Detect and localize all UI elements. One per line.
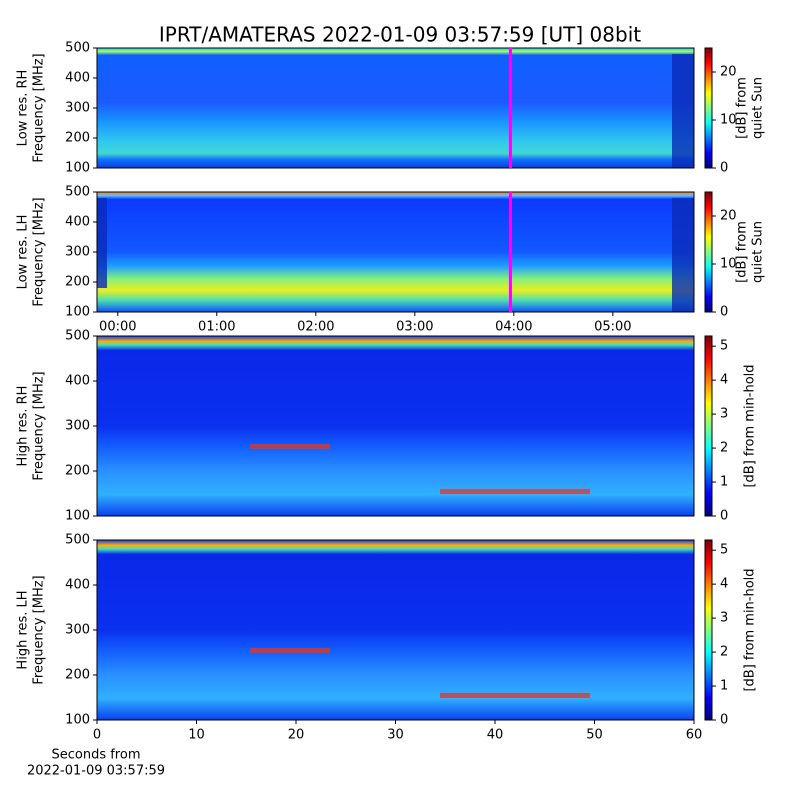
colorbar-label: quiet Sun	[751, 221, 766, 283]
colorbar-tick-label: 20	[720, 209, 737, 224]
y-axis-label: High res. LH	[16, 590, 31, 669]
colorbar-tick-label: 20	[720, 65, 737, 80]
x-tick-label: 50	[586, 728, 603, 743]
y-tick-label: 100	[65, 509, 90, 524]
y-tick-label: 300	[65, 245, 90, 260]
colorbar-tick-label: 4	[720, 373, 728, 388]
spectrogram	[97, 48, 694, 168]
colorbar-tick-label: 1	[720, 475, 728, 490]
y-axis-label: Frequency [MHz]	[32, 575, 47, 684]
spectrogram	[97, 540, 694, 720]
y-tick-label: 100	[65, 305, 90, 320]
spectrogram	[97, 192, 694, 312]
y-axis-label: Frequency [MHz]	[32, 53, 47, 162]
y-tick-label: 200	[65, 275, 90, 290]
y-tick-label: 500	[65, 533, 90, 548]
y-tick-label: 400	[65, 578, 90, 593]
colorbar	[704, 335, 713, 517]
colorbar-tick-label: 0	[720, 509, 728, 524]
y-tick-label: 300	[65, 419, 90, 434]
y-axis-label: High res. RH	[16, 386, 31, 467]
colorbar-label: [dB] from	[735, 221, 750, 283]
colorbar-tick-label: 5	[720, 543, 728, 558]
x-tick-label: 04:00	[495, 320, 532, 335]
y-axis-label: Frequency [MHz]	[32, 371, 47, 480]
burst	[250, 648, 330, 653]
colorbar-label: quiet Sun	[751, 77, 766, 139]
colorbar	[704, 539, 713, 721]
y-tick-label: 300	[65, 101, 90, 116]
x-tick-label: 03:00	[396, 320, 433, 335]
y-tick-label: 300	[65, 623, 90, 638]
x-axis-label: Seconds from	[51, 748, 140, 763]
burst	[440, 489, 590, 494]
colorbar-tick-label: 10	[720, 113, 737, 128]
y-tick-label: 500	[65, 329, 90, 344]
x-tick-label: 40	[487, 728, 504, 743]
y-tick-label: 100	[65, 161, 90, 176]
x-tick-label: 00:00	[99, 320, 136, 335]
burst	[440, 693, 590, 698]
y-tick-label: 200	[65, 131, 90, 146]
y-tick-label: 100	[65, 713, 90, 728]
colorbar	[704, 47, 713, 169]
colorbar-tick-label: 5	[720, 339, 728, 354]
y-tick-label: 200	[65, 464, 90, 479]
x-tick-label: 0	[93, 728, 101, 743]
x-tick-label: 60	[686, 728, 703, 743]
colorbar-tick-label: 1	[720, 679, 728, 694]
colorbar-tick-label: 2	[720, 441, 728, 456]
colorbar-tick-label: 10	[720, 257, 737, 272]
x-tick-label: 10	[188, 728, 205, 743]
x-tick-label: 30	[387, 728, 404, 743]
colorbar-label: [dB] from min-hold	[743, 364, 758, 487]
x-tick-label: 02:00	[297, 320, 334, 335]
colorbar-tick-label: 4	[720, 577, 728, 592]
colorbar-tick-label: 2	[720, 645, 728, 660]
no-data-region	[97, 198, 107, 288]
no-data-region	[672, 198, 694, 312]
y-axis-label: Frequency [MHz]	[32, 197, 47, 306]
colorbar-label: [dB] from	[735, 77, 750, 139]
y-tick-label: 500	[65, 185, 90, 200]
colorbar-tick-label: 3	[720, 407, 728, 422]
no-data-region	[672, 54, 694, 168]
x-tick-label: 01:00	[198, 320, 235, 335]
y-tick-label: 400	[65, 374, 90, 389]
y-tick-label: 400	[65, 215, 90, 230]
colorbar-label: [dB] from min-hold	[743, 568, 758, 691]
y-tick-label: 400	[65, 71, 90, 86]
colorbar-tick-label: 3	[720, 611, 728, 626]
x-axis-label: 2022-01-09 03:57:59	[27, 764, 165, 779]
y-axis-label: Low res. LH	[16, 215, 31, 290]
y-tick-label: 500	[65, 41, 90, 56]
x-tick-label: 05:00	[594, 320, 631, 335]
burst	[250, 444, 330, 449]
colorbar-tick-label: 0	[720, 161, 728, 176]
x-tick-label: 20	[288, 728, 305, 743]
colorbar-tick-label: 0	[720, 713, 728, 728]
colorbar	[704, 191, 713, 313]
spectrogram	[97, 336, 694, 516]
y-tick-label: 200	[65, 668, 90, 683]
y-axis-label: Low res. RH	[16, 70, 31, 147]
colorbar-tick-label: 0	[720, 305, 728, 320]
chart-title: IPRT/AMATERAS 2022-01-09 03:57:59 [UT] 0…	[159, 23, 641, 47]
